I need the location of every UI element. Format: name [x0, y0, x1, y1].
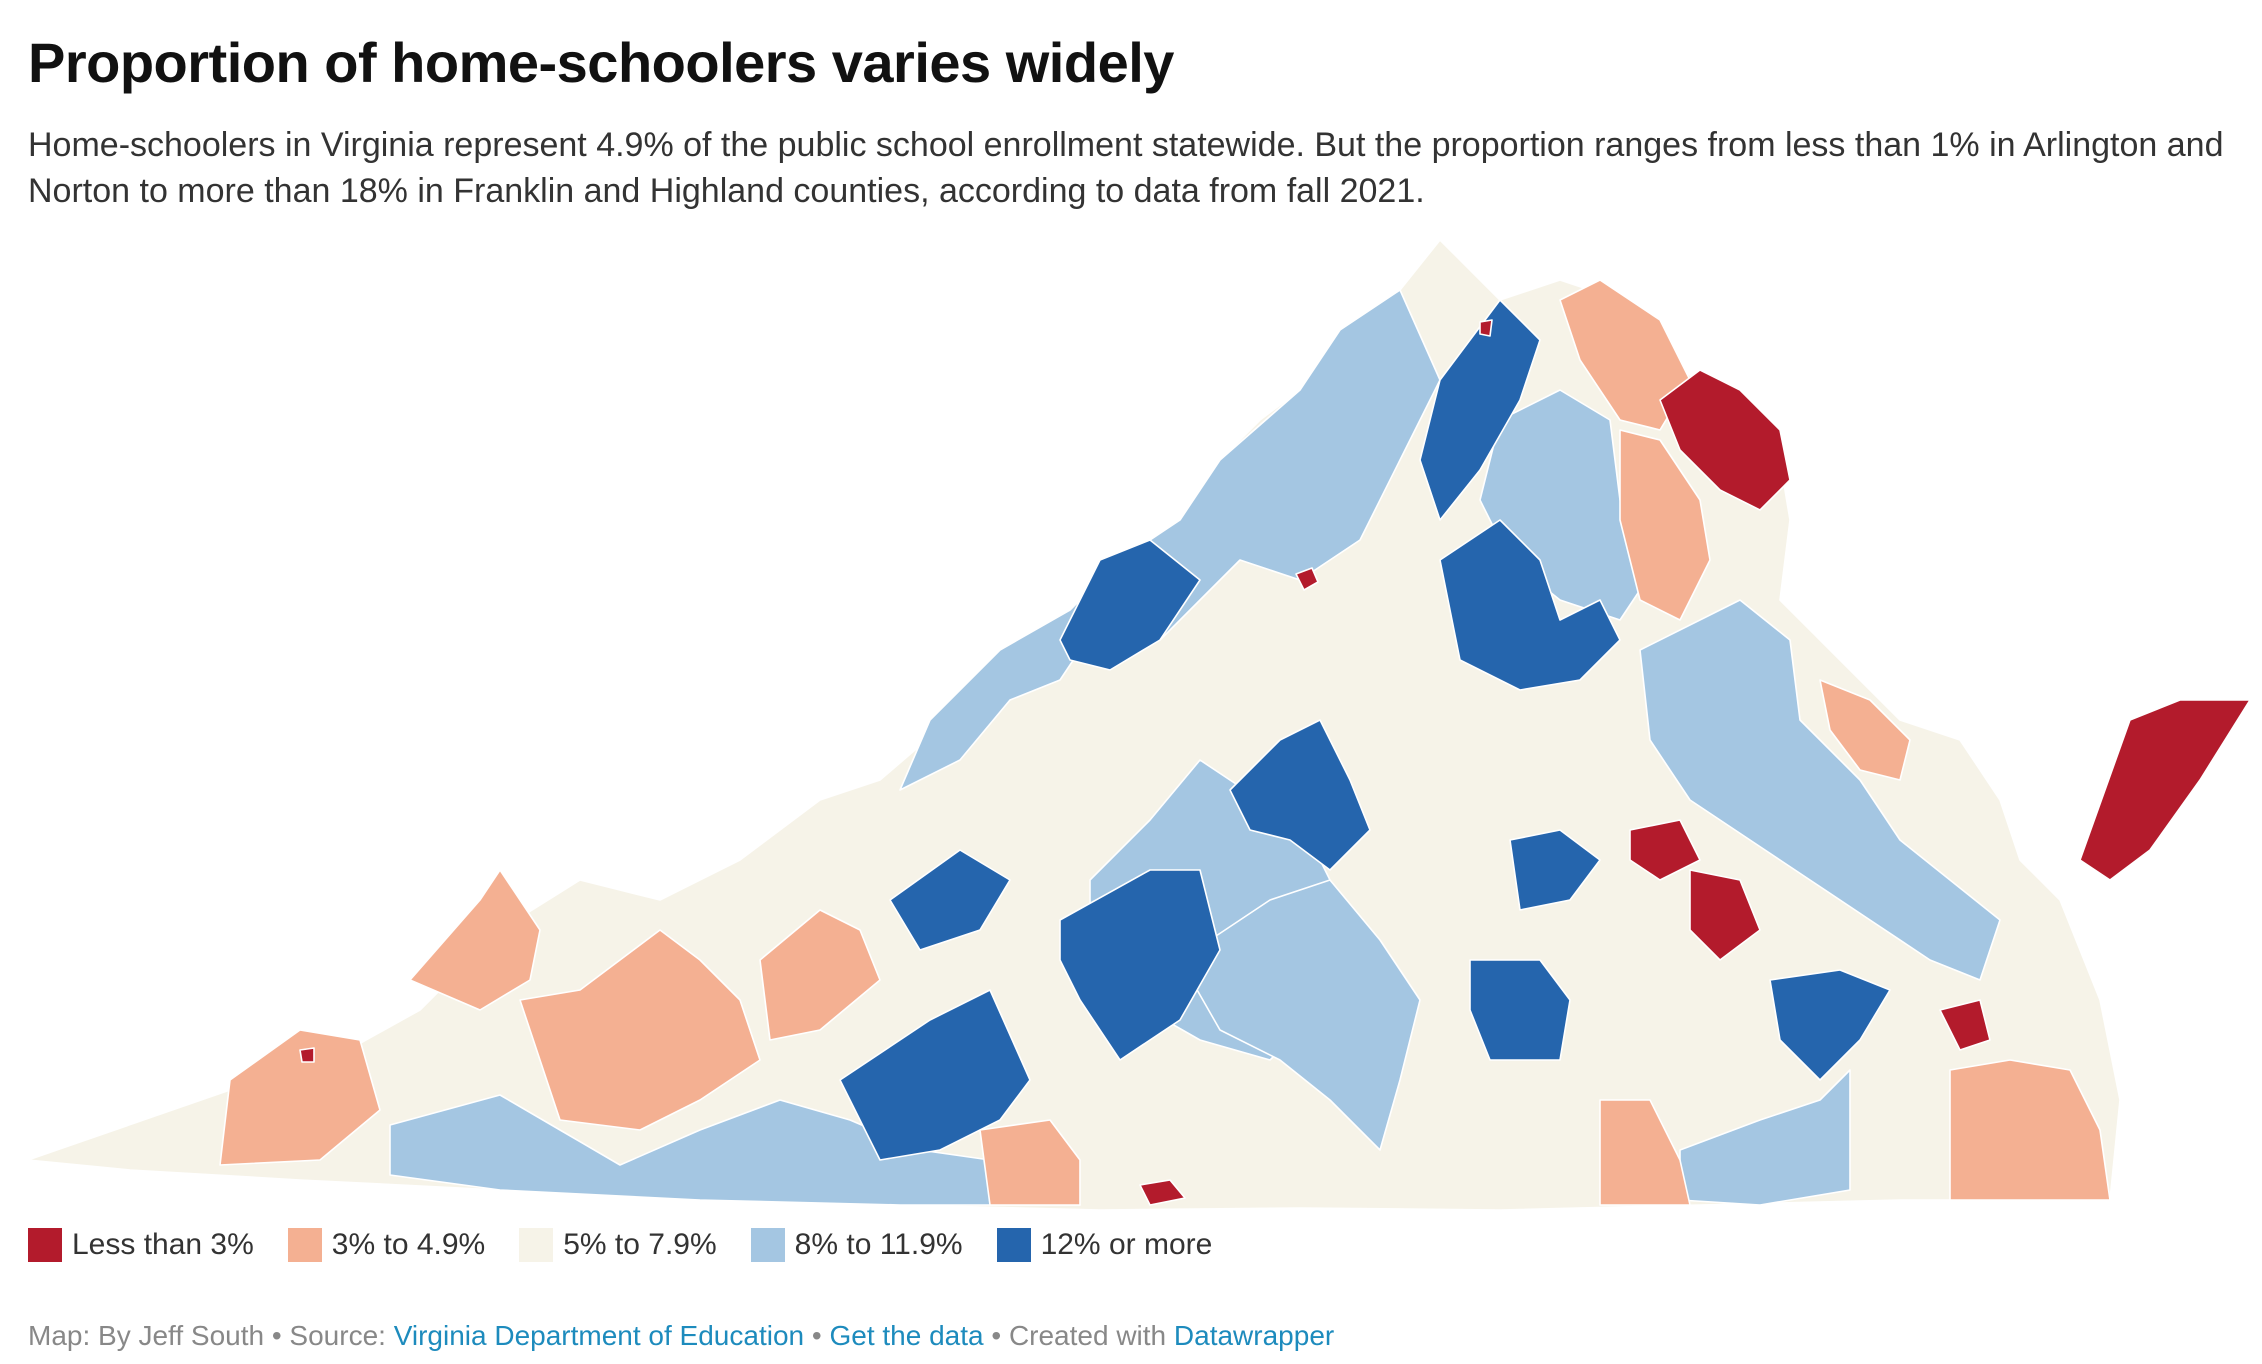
- footer-created-with: • Created with: [983, 1320, 1174, 1351]
- region-red-norfolk: [1939, 999, 1991, 1051]
- legend-label: 12% or more: [1040, 1228, 1213, 1261]
- footer-prefix: Map: By Jeff South • Source:: [28, 1320, 394, 1351]
- region-dark-blue-rappahannock: [1439, 519, 1621, 691]
- city-red-danville: [1139, 1179, 1186, 1206]
- region-dark-blue-amherst: [1229, 719, 1371, 871]
- region-salmon-southside-a: [979, 1119, 1081, 1206]
- map-legend: Less than 3% 3% to 4.9% 5% to 7.9% 8% to…: [28, 1228, 1212, 1262]
- region-salmon-southwest-b: [519, 929, 761, 1131]
- map-footer: Map: By Jeff South • Source: Virginia De…: [28, 1320, 1334, 1352]
- region-dark-blue-franklin: [1059, 869, 1221, 1061]
- city-red-norton: [299, 1047, 315, 1063]
- region-dark-blue-highland: [1059, 539, 1201, 671]
- footer-separator: •: [804, 1320, 830, 1351]
- region-salmon-southwest-a: [409, 869, 541, 1011]
- city-red-harrisonburg: [1295, 567, 1319, 591]
- region-dark-blue-giles: [889, 849, 1011, 951]
- legend-swatch-cream: [519, 1228, 554, 1262]
- county-regions: [27, 239, 2251, 1211]
- city-red-winchester: [1479, 319, 1493, 337]
- legend-swatch-light-blue: [750, 1228, 785, 1262]
- region-salmon-southwest-c: [219, 1029, 381, 1166]
- region-dark-blue-shenandoah: [1419, 299, 1541, 521]
- legend-item-12-or-more: 12% or more: [996, 1228, 1213, 1262]
- region-dark-blue-isle-of-wight: [1769, 969, 1891, 1081]
- region-light-blue-southside: [1679, 1069, 1851, 1206]
- legend-label: 3% to 4.9%: [331, 1228, 486, 1261]
- region-red-fairfax: [1659, 369, 1791, 511]
- region-light-blue-east: [1639, 599, 2001, 981]
- source-link[interactable]: Virginia Department of Education: [393, 1320, 805, 1351]
- region-salmon-northern-neck: [1819, 679, 1911, 781]
- legend-swatch-dark-blue: [996, 1228, 1031, 1262]
- region-red-richmond-area-b: [1689, 869, 1761, 961]
- legend-item-less-than-3: Less than 3%: [28, 1228, 254, 1262]
- legend-label: Less than 3%: [72, 1228, 254, 1261]
- legend-swatch-red: [28, 1228, 62, 1262]
- region-salmon-southside-b: [1599, 1099, 1691, 1206]
- legend-label: 5% to 7.9%: [563, 1228, 717, 1261]
- legend-label: 8% to 11.9%: [794, 1228, 963, 1261]
- region-salmon-tidewater: [1949, 1059, 2111, 1201]
- legend-item-5-to-7-9: 5% to 7.9%: [519, 1228, 717, 1262]
- chart-subtitle: Home-schoolers in Virginia represent 4.9…: [28, 126, 2224, 210]
- region-red-eastern-shore: [2079, 699, 2251, 881]
- region-dark-blue-charlotte: [1469, 959, 1571, 1061]
- region-light-blue-southwest: [389, 1094, 1081, 1206]
- region-red-richmond-area-a: [1629, 819, 1701, 881]
- legend-swatch-salmon: [287, 1228, 322, 1262]
- get-data-link[interactable]: Get the data: [829, 1320, 984, 1351]
- legend-item-3-to-4-9: 3% to 4.9%: [287, 1228, 486, 1262]
- virginia-county-map: [27, 239, 2251, 1211]
- region-salmon-prince-william: [1619, 429, 1711, 621]
- legend-item-8-to-11-9: 8% to 11.9%: [750, 1228, 963, 1262]
- region-dark-blue-louisa: [1509, 829, 1601, 911]
- region-salmon-southwest-d: [759, 909, 881, 1041]
- region-dark-blue-patrick: [839, 989, 1031, 1161]
- region-light-blue-piedmont: [1179, 879, 1421, 1151]
- datawrapper-link[interactable]: Datawrapper: [1173, 1320, 1335, 1351]
- chart-title: Proportion of home-schoolers varies wide…: [28, 31, 1174, 94]
